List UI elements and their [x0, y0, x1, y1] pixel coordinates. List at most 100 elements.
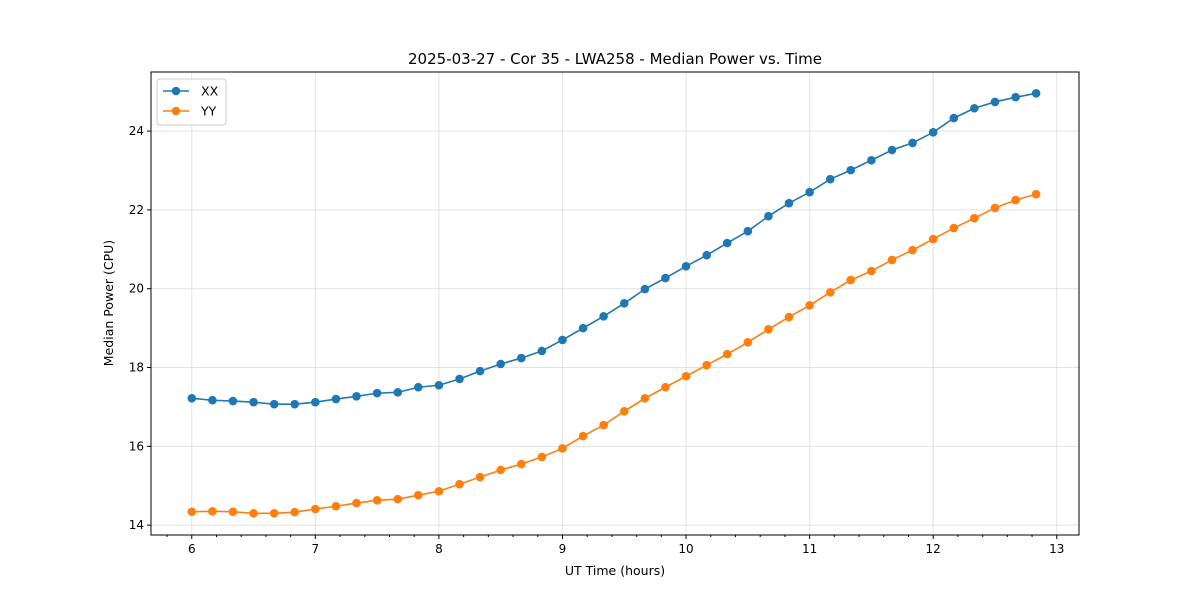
x-tick-label: 7 [312, 542, 320, 556]
data-point [825, 287, 835, 297]
data-point [887, 255, 897, 265]
data-point [496, 465, 505, 475]
ticks: 6 7 8 9 10 11 12 13 14 16 18 20 22 24 [129, 124, 1065, 556]
data-point [784, 312, 794, 322]
plot-frame [150, 71, 1080, 536]
data-point [743, 338, 753, 347]
data-point [805, 187, 814, 197]
grid [151, 72, 1079, 535]
data-point [372, 496, 382, 505]
data-point [352, 391, 361, 401]
data-point [681, 371, 691, 381]
data-point [1011, 195, 1020, 205]
x-tick-label: 12 [926, 542, 941, 556]
data-point [249, 509, 258, 518]
data-point [825, 174, 835, 184]
chart-title: 2025-03-27 - Cor 35 - LWA258 - Median Po… [408, 50, 822, 68]
data-point [331, 501, 341, 511]
legend: XX YY [156, 78, 227, 126]
data-point [846, 275, 856, 285]
y-tick-label: 24 [129, 124, 144, 138]
data-point [187, 507, 197, 517]
legend-label: YY [200, 104, 217, 119]
data-point [455, 479, 464, 489]
y-tick-label: 18 [129, 361, 144, 375]
data-point [764, 211, 773, 221]
data-point [619, 299, 629, 308]
data-point [990, 203, 1000, 213]
data-point [372, 388, 382, 398]
data-point [764, 325, 773, 334]
data-point [290, 507, 300, 517]
data-point [187, 393, 197, 403]
data-point [928, 127, 938, 137]
data-point [867, 266, 876, 276]
data-point [311, 397, 320, 407]
data-point [722, 349, 732, 359]
y-tick-label: 16 [129, 439, 144, 453]
x-tick-label: 9 [559, 542, 567, 556]
y-tick-label: 20 [129, 282, 144, 296]
data-point [249, 397, 258, 407]
data-point [661, 273, 670, 283]
data-point [475, 366, 485, 376]
data-point [990, 97, 1000, 107]
data-point [537, 346, 547, 356]
data-point [208, 507, 217, 516]
data-point [887, 145, 897, 155]
data-point [517, 459, 526, 469]
data-point [228, 396, 238, 406]
data-point [434, 380, 444, 390]
data-point [455, 374, 464, 384]
data-point [475, 472, 485, 482]
series-yy [187, 189, 1041, 518]
data-point [1031, 88, 1041, 98]
data-point [599, 312, 608, 321]
data-point [867, 155, 876, 165]
data-point [661, 382, 670, 392]
x-axis-label: UT Time (hours) [565, 563, 665, 578]
data-point [393, 388, 403, 397]
data-point [970, 103, 979, 113]
data-point [578, 323, 588, 333]
data-point [970, 213, 979, 223]
x-tick-label: 6 [188, 542, 196, 556]
data-point [537, 452, 547, 462]
data-point [208, 395, 217, 405]
x-tick-label: 8 [435, 542, 443, 556]
data-point [352, 498, 361, 508]
series-xx [187, 88, 1041, 409]
data-point [269, 399, 279, 409]
data-point [805, 300, 814, 310]
data-point [434, 486, 444, 496]
series-layer [187, 88, 1041, 518]
data-point [331, 394, 341, 404]
data-point [702, 360, 711, 370]
data-point [290, 399, 300, 409]
data-point [846, 165, 856, 175]
data-point [558, 335, 567, 345]
data-point [702, 250, 711, 260]
y-tick-label: 14 [129, 518, 144, 532]
legend-marker [171, 86, 181, 96]
data-point [722, 238, 732, 248]
data-point [908, 245, 917, 255]
x-tick-label: 10 [678, 542, 693, 556]
data-point [311, 504, 320, 514]
legend-label: XX [201, 84, 219, 99]
data-point [928, 234, 938, 244]
data-point [413, 490, 423, 500]
data-point [908, 138, 917, 148]
y-tick-label: 22 [129, 203, 144, 217]
data-point [517, 353, 526, 363]
data-point [949, 223, 959, 233]
data-point [784, 198, 794, 208]
data-point [269, 509, 279, 518]
data-point [743, 226, 753, 236]
data-point [393, 494, 403, 504]
data-point [578, 431, 588, 441]
data-point [558, 444, 567, 453]
data-point [228, 507, 238, 517]
x-tick-label: 11 [802, 542, 817, 556]
